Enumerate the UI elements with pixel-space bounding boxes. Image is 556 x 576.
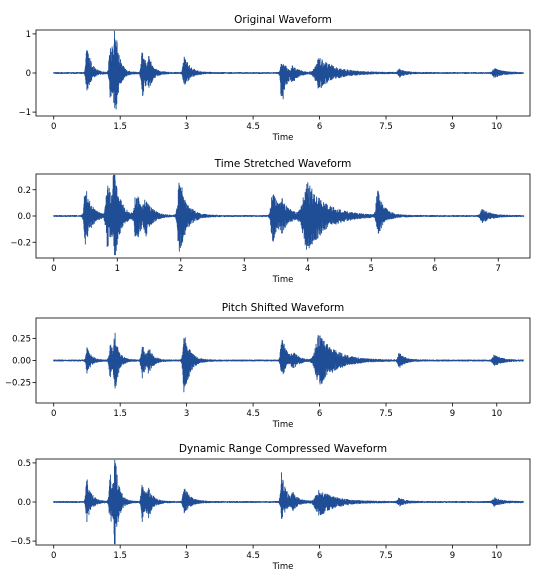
chart-title: Time Stretched Waveform: [214, 158, 352, 170]
y-tick-label: 0: [26, 69, 31, 79]
chart-panel-4: Dynamic Range Compressed Waveform 0 1.5 3 4.…: [10, 443, 531, 572]
x-tick-label: 2: [178, 264, 183, 274]
y-tick-label: 0.0: [17, 212, 31, 222]
y-tick-label: 0.00: [12, 357, 31, 367]
y-tick-label: −0.25: [5, 379, 31, 389]
x-tick-label: 1.5: [113, 122, 127, 132]
y-tick-label: 0.0: [17, 498, 31, 508]
chart-title: Dynamic Range Compressed Waveform: [179, 443, 387, 455]
y-tick-label: −1: [18, 108, 31, 118]
x-tick-label: 9: [450, 409, 455, 419]
x-tick-label: 4.5: [246, 409, 260, 419]
y-tick-label: −0.5: [10, 537, 31, 547]
x-tick-label: 3: [184, 409, 189, 419]
x-axis-label: Time: [272, 420, 294, 430]
chart-title: Pitch Shifted Waveform: [222, 302, 345, 314]
x-tick-label: 5: [369, 264, 374, 274]
waveform-series: [53, 332, 524, 393]
x-tick-label: 1.5: [113, 409, 127, 419]
x-tick-label: 7.5: [379, 122, 393, 132]
waveform-series: [53, 459, 524, 545]
x-tick-label: 4: [305, 264, 310, 274]
x-tick-label: 0: [51, 264, 56, 274]
y-tick-label: −0.2: [10, 238, 31, 248]
x-tick-label: 10: [491, 551, 502, 561]
x-axis-label: Time: [272, 562, 294, 572]
x-tick-label: 9: [450, 122, 455, 132]
y-tick-label: 0.5: [17, 459, 31, 469]
x-tick-label: 10: [491, 409, 502, 419]
x-tick-label: 6: [432, 264, 437, 274]
x-tick-label: 1: [115, 264, 120, 274]
x-tick-label: 7.5: [379, 409, 393, 419]
x-tick-label: 3: [184, 551, 189, 561]
x-tick-label: 6: [317, 551, 322, 561]
waveform-series: [53, 30, 524, 110]
x-axis-label: Time: [272, 133, 294, 143]
x-tick-label: 3: [242, 264, 247, 274]
x-tick-label: 6: [317, 409, 322, 419]
chart-title: Original Waveform: [234, 14, 332, 26]
x-tick-label: 9: [450, 551, 455, 561]
x-axis-label: Time: [272, 275, 294, 285]
waveform-series: [53, 174, 525, 256]
y-tick-label: 0.2: [17, 186, 31, 196]
x-tick-label: 0: [51, 551, 56, 561]
x-tick-label: 4.5: [246, 551, 260, 561]
chart-panel-3: Pitch Shifted Waveform 0 1.5 3 4.5 6 7.5 9 10 Tim…: [5, 302, 531, 430]
x-tick-label: 7: [496, 264, 501, 274]
x-tick-label: 0: [51, 122, 56, 132]
y-tick-label: 0.25: [12, 334, 31, 344]
x-tick-label: 3: [184, 122, 189, 132]
y-tick-label: 1: [26, 30, 31, 40]
x-tick-label: 10: [491, 122, 502, 132]
x-tick-label: 4.5: [246, 122, 260, 132]
x-tick-label: 6: [317, 122, 322, 132]
x-tick-label: 1.5: [113, 551, 127, 561]
x-tick-label: 7.5: [379, 551, 393, 561]
chart-panel-2: Time Stretched Waveform 0 1 2 3 4 5 6 7 Time 0.2 0.…: [10, 158, 531, 285]
x-tick-label: 0: [51, 409, 56, 419]
